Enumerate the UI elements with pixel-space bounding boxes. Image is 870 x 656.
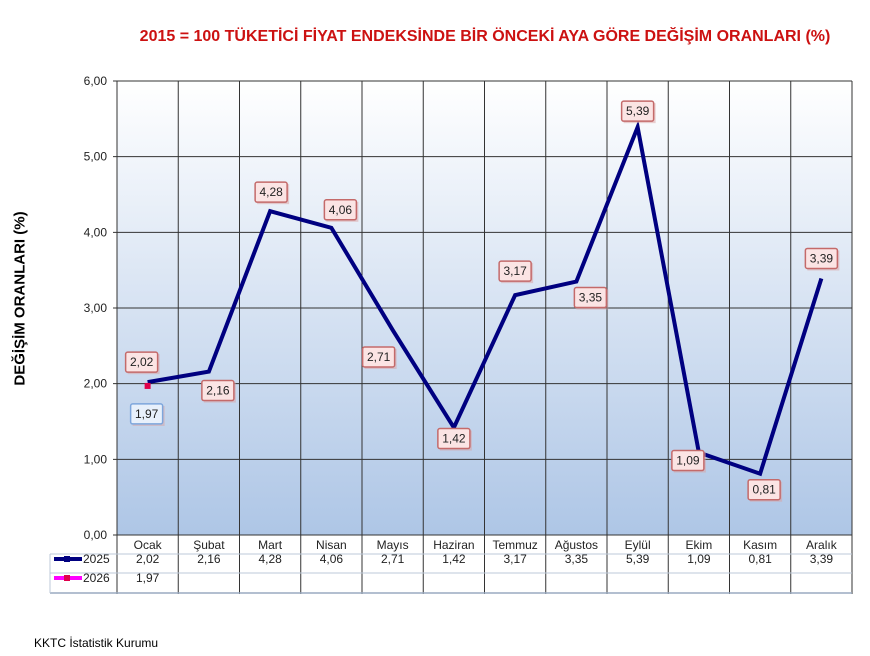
- data-label-2025-box: [437, 427, 471, 450]
- legend-marker-2025: [64, 556, 70, 562]
- legend-label-2026: 2026: [83, 571, 110, 585]
- y-tick-label: 2,00: [84, 377, 108, 391]
- x-category-label: Haziran: [433, 538, 474, 552]
- x-category-label: Aralık: [806, 538, 838, 552]
- x-category-label: Mart: [258, 538, 283, 552]
- y-tick-label: 0,00: [84, 528, 108, 542]
- data-label-2025-box: [498, 260, 532, 282]
- data-label-2025: 4,06: [329, 203, 353, 217]
- data-label-2025-box: [747, 478, 781, 501]
- table-cell: 1,09: [687, 552, 711, 566]
- data-label-2025-box: [620, 100, 655, 122]
- data-label-2025: 2,02: [130, 355, 154, 369]
- y-tick-label: 1,00: [84, 452, 108, 466]
- data-label-2025-box: [671, 449, 705, 472]
- data-label-2025-box: [323, 199, 358, 221]
- x-category-label: Eylül: [625, 538, 651, 552]
- data-label-2025-box: [201, 379, 235, 402]
- y-tick-label: 6,00: [84, 74, 108, 88]
- table-cell: 1,97: [136, 571, 160, 585]
- data-label-2025-box: [124, 351, 159, 373]
- x-category-label: Ocak: [134, 538, 163, 552]
- table-cell: 0,81: [748, 552, 772, 566]
- y-tick-label: 3,00: [84, 301, 108, 315]
- data-label-2025: 1,42: [442, 432, 466, 446]
- table-cell: 3,35: [565, 552, 589, 566]
- y-tick-label: 5,00: [84, 150, 108, 164]
- x-category-label: Ağustos: [555, 538, 598, 552]
- table-cell: 1,42: [442, 552, 466, 566]
- x-category-label: Nisan: [316, 538, 347, 552]
- data-label-2025: 4,28: [259, 185, 283, 199]
- data-label-2025-box: [361, 346, 396, 368]
- legend-marker-2026: [64, 575, 70, 581]
- source-note: KKTC İstatistik Kurumu: [34, 636, 159, 650]
- y-tick-label: 4,00: [84, 225, 108, 239]
- x-category-label: Mayıs: [377, 538, 409, 552]
- series-line-2025: [147, 120, 824, 477]
- table-cell: 4,28: [258, 552, 282, 566]
- data-point-2026: [144, 382, 151, 389]
- table-cell: 2,71: [381, 552, 405, 566]
- data-label-2025: 2,71: [367, 350, 391, 364]
- data-label-2025: 3,39: [810, 251, 834, 265]
- data-label-2026: 1,97: [135, 407, 159, 421]
- data-label-2026-box: [129, 403, 164, 425]
- table-cell: 4,06: [320, 552, 344, 566]
- table-cell: 2,16: [197, 552, 221, 566]
- data-label-2025: 3,35: [579, 291, 603, 305]
- x-category-label: Kasım: [743, 538, 777, 552]
- data-label-2025: 3,17: [503, 264, 527, 278]
- data-label-2025-box: [804, 247, 839, 270]
- data-label-2025-box: [573, 286, 608, 309]
- x-category-label: Ekim: [686, 538, 713, 552]
- data-label-2025-box: [254, 181, 288, 203]
- table-cell: 5,39: [626, 552, 650, 566]
- chart-title: 2015 = 100 TÜKETİCİ FİYAT ENDEKSİNDE BİR…: [139, 28, 831, 45]
- table-cell: 3,17: [503, 552, 527, 566]
- x-category-label: Temmuz: [492, 538, 537, 552]
- data-label-2025: 2,16: [206, 384, 230, 398]
- data-label-2025: 0,81: [752, 483, 776, 497]
- legend-label-2025: 2025: [83, 552, 110, 566]
- data-label-2025: 5,39: [626, 104, 650, 118]
- table-cell: 2,02: [136, 552, 160, 566]
- x-category-label: Şubat: [193, 538, 225, 552]
- data-label-2025: 1,09: [676, 454, 700, 468]
- table-cell: 3,39: [810, 552, 834, 566]
